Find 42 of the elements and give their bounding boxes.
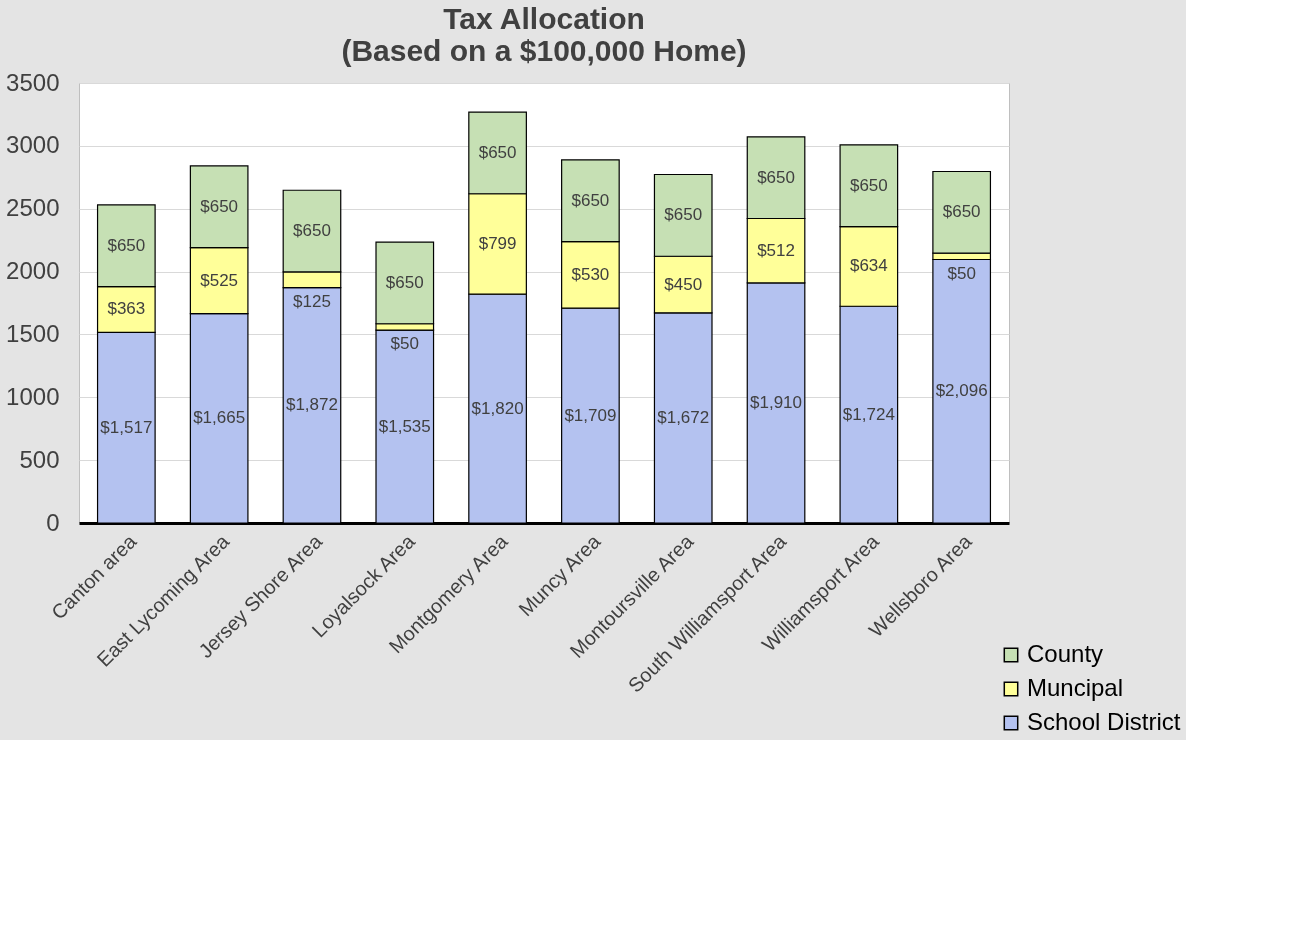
data-label: $799 [478,233,517,253]
data-label: $1,535 [378,416,431,436]
data-label: $525 [200,270,239,290]
y-tick-label: 2000 [6,257,60,285]
data-label: $1,517 [100,417,153,437]
y-tick-label: 3000 [6,131,60,159]
y-tick-label: 0 [46,508,60,536]
data-label: $50 [947,263,976,283]
data-label: $650 [664,205,703,225]
data-label: $1,910 [750,392,803,412]
data-label: $1,672 [657,407,710,427]
data-label: $1,820 [471,398,524,418]
data-label: $650 [571,190,610,210]
data-label: $1,724 [842,404,895,424]
data-label: $125 [293,291,331,311]
chart-title: Tax Allocation (Based on a $100,000 Home) [341,2,747,67]
data-label: $450 [664,274,703,294]
data-label: $650 [942,202,981,222]
data-label: $650 [849,175,888,195]
legend-label: School District [1027,708,1181,735]
data-label: $650 [200,196,239,216]
legend-label: Muncipal [1027,674,1124,701]
y-tick-label: 2500 [6,194,60,222]
data-label: $650 [757,167,795,187]
data-label: $50 [390,334,419,354]
data-label: $650 [293,221,331,241]
data-label: $2,096 [935,381,988,401]
data-label: $650 [385,272,424,292]
data-label: $634 [849,256,888,276]
data-label: $512 [757,240,795,260]
y-tick-label: 1500 [6,319,60,347]
y-tick-label: 500 [19,445,60,473]
data-label: $1,665 [193,408,246,428]
data-label: $1,872 [285,395,338,415]
legend-label: County [1027,640,1104,667]
data-label: $650 [107,235,146,255]
y-tick-label: 1000 [6,382,60,410]
data-label: $1,709 [564,405,617,425]
data-label: $650 [478,142,517,162]
data-label: $363 [107,299,146,319]
data-label: $530 [571,264,610,284]
y-tick-label: 3500 [6,68,60,96]
